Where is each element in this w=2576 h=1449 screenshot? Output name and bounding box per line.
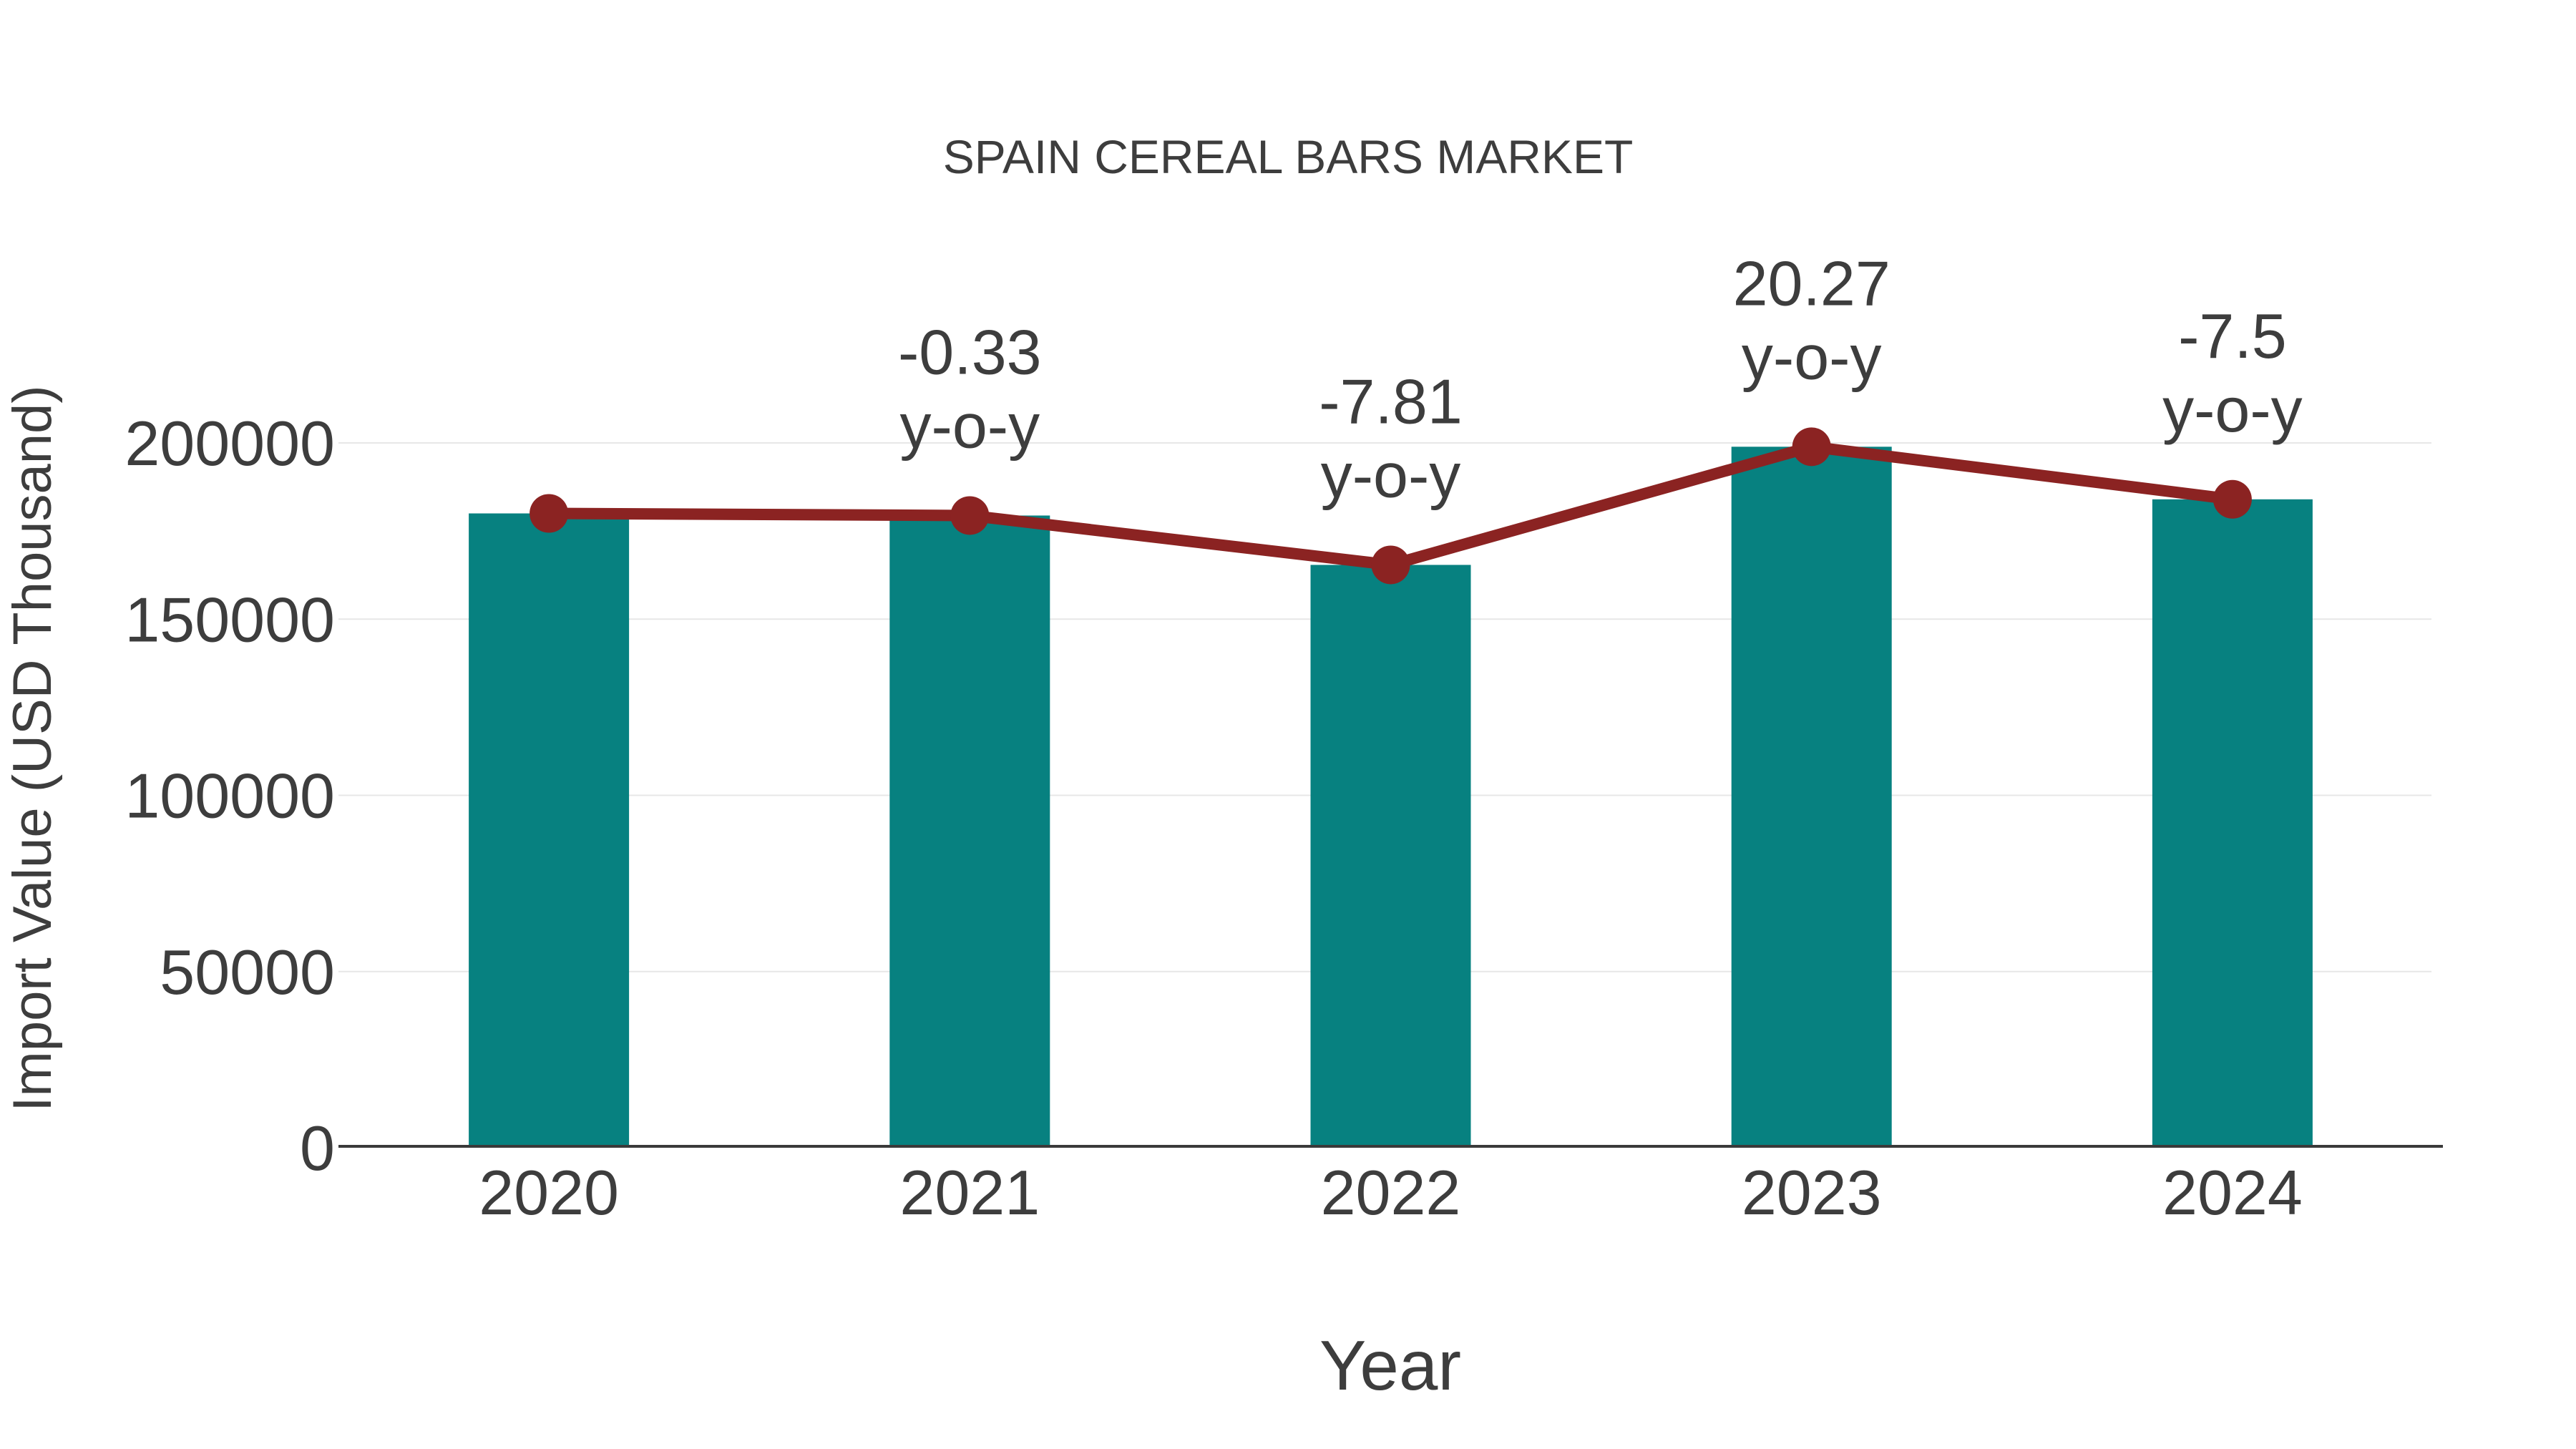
chart-title: SPAIN CEREAL BARS MARKET	[943, 130, 1634, 183]
line-marker-2023[interactable]	[1792, 427, 1831, 467]
annotation-value-2021: -0.33	[898, 316, 1042, 387]
annotation-value-2022: -7.81	[1319, 366, 1463, 436]
y-tick-label: 200000	[125, 408, 335, 479]
y-tick-label: 150000	[125, 584, 335, 655]
x-tick-label: 2022	[1321, 1157, 1461, 1228]
line-marker-2021[interactable]	[950, 496, 990, 535]
y-tick-label: 0	[300, 1113, 335, 1184]
x-tick-label: 2020	[479, 1157, 619, 1228]
annotation-label-2024: y-o-y	[2162, 374, 2303, 445]
annotation-value-2024: -7.5	[2178, 301, 2287, 371]
annotations: -0.33y-o-y -7.81y-o-y20.27y-o-y -7.5y-o-y	[898, 248, 2303, 510]
y-tick-labels: 0 50000 100000 150000 200000	[125, 408, 335, 1184]
annotation-value-2023: 20.27	[1733, 248, 1890, 318]
annotation-label-2022: y-o-y	[1321, 439, 1461, 510]
y-tick-label: 50000	[160, 937, 335, 1008]
bar-2023[interactable]	[1731, 447, 1892, 1148]
y-tick-label: 100000	[125, 761, 335, 831]
line-series	[530, 427, 2252, 585]
line-marker-2022[interactable]	[1371, 545, 1410, 585]
bar-2024[interactable]	[2152, 499, 2313, 1148]
x-tick-label: 2023	[1742, 1157, 1882, 1228]
bar-2020[interactable]	[469, 513, 630, 1148]
x-tick-label: 2021	[899, 1157, 1040, 1228]
bar-2021[interactable]	[889, 515, 1050, 1148]
x-axis-title: Year	[1319, 1326, 1461, 1405]
line-marker-2024[interactable]	[2212, 479, 2252, 519]
annotation-label-2023: y-o-y	[1742, 321, 1882, 392]
line-marker-2020[interactable]	[530, 494, 569, 533]
x-tick-labels: 2020 2021 2022 2023 2024	[479, 1157, 2303, 1228]
bar-series	[469, 447, 2313, 1148]
annotation-label-2021: y-o-y	[900, 390, 1040, 461]
x-tick-label: 2024	[2162, 1157, 2303, 1228]
bar-2022[interactable]	[1310, 565, 1471, 1148]
y-axis-title: Import Value (USD Thousand)	[2, 385, 63, 1111]
